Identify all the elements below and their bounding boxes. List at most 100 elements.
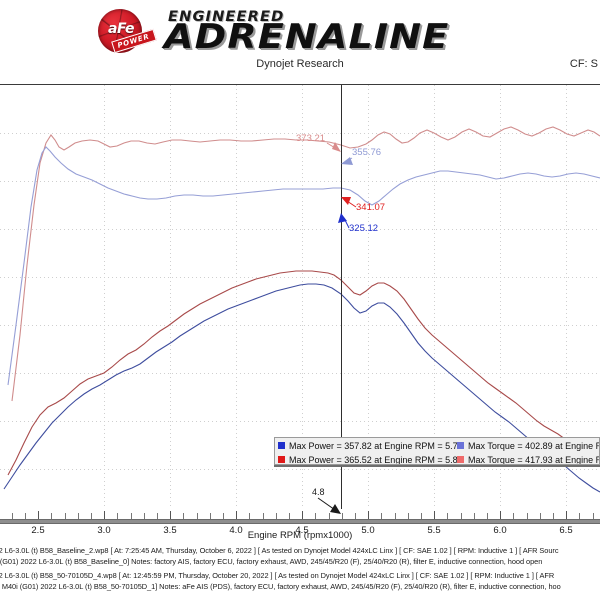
x-axis-label: 2.5 <box>31 525 45 536</box>
x-tick-major <box>566 511 567 519</box>
x-tick-minor <box>474 513 475 519</box>
gridline-v <box>434 85 435 508</box>
x-tick-minor <box>527 513 528 519</box>
x-tick-minor <box>223 513 224 519</box>
x-tick-major <box>170 511 171 519</box>
x-tick-minor <box>579 513 580 519</box>
x-tick-minor <box>421 513 422 519</box>
footer-line: W X3 M40i (G01) 2022 L6-3.0L (t) B58_50-… <box>0 582 561 591</box>
x-tick-minor <box>144 513 145 519</box>
legend-power-column: Max Power = 357.82 at Engine RPM = 5.73 … <box>278 438 463 465</box>
callout-power-baseline: 325.12 <box>349 223 379 234</box>
brand-adrenaline-text: ADRENALINE <box>164 17 450 57</box>
gridline-v <box>566 85 567 508</box>
x-tick-major <box>368 511 369 519</box>
x-axis-label: 6.0 <box>493 525 507 536</box>
x-tick-minor <box>342 513 343 519</box>
legend-label-power-baseline: Max Power = 357.82 at Engine RPM = 5.73 <box>289 440 463 451</box>
x-tick-minor <box>51 513 52 519</box>
afe-logo-text: aFe <box>108 21 134 37</box>
legend-label-torque-baseline: Max Torque = 402.89 at Engine RPM <box>468 440 599 451</box>
legend-row: Max Power = 365.52 at Engine RPM = 5.82 <box>278 453 463 465</box>
chart-subtitle: Dynojet Research <box>256 58 344 70</box>
x-axis-label: 3.0 <box>97 525 111 536</box>
x-tick-minor <box>25 513 26 519</box>
x-tick-minor <box>395 513 396 519</box>
x-axis-label: 5.0 <box>361 525 375 536</box>
x-tick-minor <box>593 513 594 519</box>
cursor-line[interactable] <box>341 85 343 509</box>
x-tick-minor <box>210 513 211 519</box>
x-tick-minor <box>540 513 541 519</box>
x-axis-label: 4.0 <box>229 525 243 536</box>
cursor-rpm-label: 4.8 <box>312 487 325 497</box>
x-tick-minor <box>487 513 488 519</box>
x-tick-minor <box>65 513 66 519</box>
gridline-v <box>104 85 105 508</box>
x-axis-label: 5.5 <box>427 525 441 536</box>
gridline-h <box>0 469 600 470</box>
x-tick-minor <box>289 513 290 519</box>
gridline-h <box>0 373 600 374</box>
gridline-h <box>0 229 600 230</box>
cursor-arrow-icon <box>317 497 341 514</box>
gridline-v <box>236 85 237 508</box>
afe-circle-icon <box>98 9 142 53</box>
x-tick-major <box>236 511 237 519</box>
footer-notes: ) 2022 L6-3.0L (t) B58_Baseline_2.wp8 [ … <box>0 546 600 600</box>
brand-engineered-text: ENGINEERED <box>168 9 285 25</box>
x-tick-minor <box>91 513 92 519</box>
legend-row: Max Torque = 417.93 at Engine RPM <box>457 453 599 465</box>
x-tick-minor <box>447 513 448 519</box>
x-axis-label: 3.5 <box>163 525 177 536</box>
curve-torque-afe <box>11 126 600 402</box>
x-tick-minor <box>263 513 264 519</box>
x-tick-minor <box>12 513 13 519</box>
curve-power-baseline <box>3 283 600 493</box>
legend-label-torque-afe: Max Torque = 417.93 at Engine RPM <box>468 454 599 465</box>
x-tick-minor <box>276 513 277 519</box>
curve-torque-baseline <box>7 146 600 386</box>
curve-canvas <box>3 126 600 493</box>
footer-line: M40i (G01) 2022 L6-3.0L (t) B58_Baseline… <box>0 557 543 566</box>
legend-swatch-torque-baseline <box>457 442 464 449</box>
gridline-h <box>0 133 600 134</box>
gridline-v <box>500 85 501 508</box>
x-tick-major <box>302 511 303 519</box>
x-tick-minor <box>315 513 316 519</box>
x-tick-minor <box>408 513 409 519</box>
callout-power-afe: 341.07 <box>356 202 386 213</box>
header: aFe POWER ENGINEERED ADRENALINE Dynojet … <box>0 0 600 84</box>
legend-swatch-torque-afe <box>457 456 464 463</box>
afe-power-logo-icon: aFe POWER <box>96 8 157 54</box>
x-axis-label: 4.5 <box>295 525 309 536</box>
gridline-h <box>0 325 600 326</box>
gridline-h <box>0 421 600 422</box>
x-tick-major <box>500 511 501 519</box>
x-tick-major <box>104 511 105 519</box>
x-tick-minor <box>381 513 382 519</box>
x-tick-minor <box>183 513 184 519</box>
x-tick-major <box>38 511 39 519</box>
x-tick-minor <box>131 513 132 519</box>
legend-swatch-power-afe <box>278 456 285 463</box>
x-axis-title: Engine RPM (rpmx1000) <box>247 530 353 541</box>
gridline-h <box>0 181 600 182</box>
x-tick-minor <box>461 513 462 519</box>
x-tick-minor <box>513 513 514 519</box>
legend-row: Max Torque = 402.89 at Engine RPM <box>457 439 599 452</box>
legend-label-power-afe: Max Power = 365.52 at Engine RPM = 5.82 <box>289 454 463 465</box>
x-tick-minor <box>117 513 118 519</box>
x-tick-minor <box>157 513 158 519</box>
footer-line: ) 2022 L6-3.0L (t) B58_50-70105D_4.wp8 [… <box>0 571 555 580</box>
x-axis-bar <box>0 519 600 524</box>
x-tick-major <box>434 511 435 519</box>
x-axis-label: 6.5 <box>559 525 573 536</box>
callout-torque-baseline: 355.76 <box>352 147 382 158</box>
legend: Max Power = 357.82 at Engine RPM = 5.73 … <box>274 437 600 465</box>
cf-label: CF: S <box>569 58 598 70</box>
x-tick-minor <box>249 513 250 519</box>
gridline-v <box>368 85 369 508</box>
legend-row: Max Power = 357.82 at Engine RPM = 5.73 <box>278 439 463 452</box>
